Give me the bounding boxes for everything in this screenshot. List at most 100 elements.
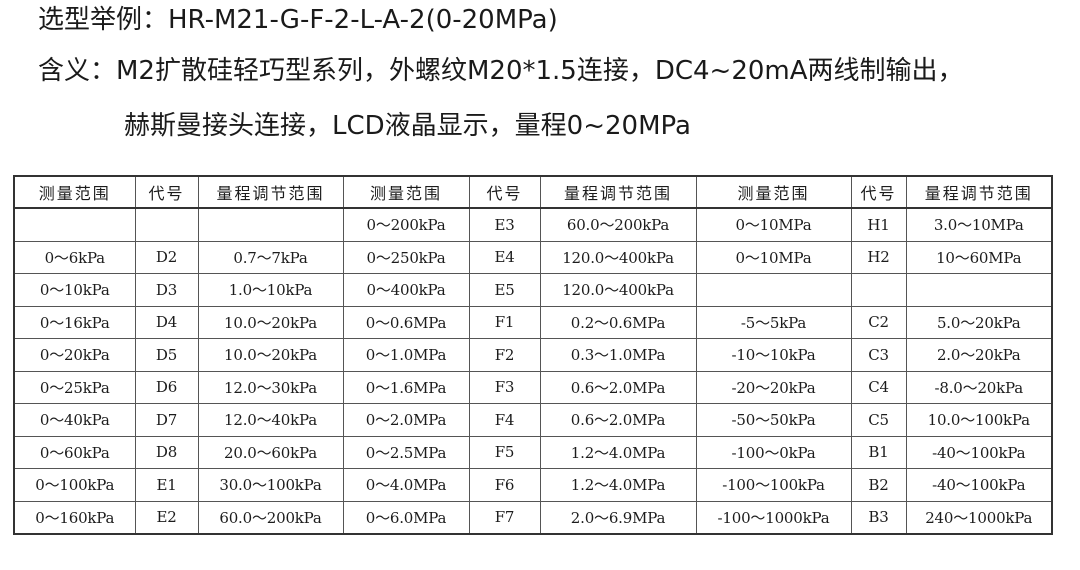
table-cell: D4 <box>134 305 199 339</box>
table-row: 0～100kPa E1 30.0～100kPa 0～4.0MPa F6 1.2～4.0MP… <box>13 468 1053 502</box>
table-cell: 0～10MPa <box>695 207 852 242</box>
table-cell: F4 <box>468 403 541 437</box>
table-cell: 0～2.0MPa <box>342 403 470 437</box>
table-cell: -100～1000kPa <box>695 500 852 535</box>
table-cell: -10～10kPa <box>695 338 852 372</box>
table-cell: C3 <box>850 338 907 372</box>
table-row: 0～60kPa D8 20.0～60kPa 0～2.5MPa F5 1.2～4.0MPa -… <box>13 435 1053 469</box>
header-cell: 量程调节范围 <box>905 175 1053 209</box>
table-cell <box>905 273 1053 307</box>
table-cell: 0～250kPa <box>342 240 470 274</box>
meaning-text-continued: 赫斯曼接头连接，LCD液晶显示，量程0~20MPa <box>124 111 691 141</box>
table-cell <box>197 207 344 242</box>
table-cell: 0～6kPa <box>13 240 136 274</box>
header-cell: 量程调节范围 <box>539 175 697 209</box>
table-cell: 0～0.6MPa <box>342 305 470 339</box>
header-cell: 代号 <box>134 175 199 209</box>
table-body: 0～200kPa E3 60.0～200kPa 0～10MPa H1 3.0～10MPa 0… <box>13 207 1053 535</box>
table-row: 0～16kPa D4 10.0～20kPa 0～0.6MPa F1 0.2～0.6MPa -… <box>13 305 1053 339</box>
table-cell: -20～20kPa <box>695 370 852 404</box>
table-cell: 0～200kPa <box>342 207 470 242</box>
table-cell: -40～100kPa <box>905 468 1053 502</box>
table-cell: 0～20kPa <box>13 338 136 372</box>
table-cell: F6 <box>468 468 541 502</box>
table-cell: 12.0～30kPa <box>197 370 344 404</box>
table-cell: 3.0～10MPa <box>905 207 1053 242</box>
header-cell: 代号 <box>468 175 541 209</box>
table-cell: 0～60kPa <box>13 435 136 469</box>
table-cell: C2 <box>850 305 907 339</box>
table-cell: 20.0～60kPa <box>197 435 344 469</box>
table-header-row: 测量范围 代号 量程调节范围 测量范围 代号 量程调节范围 测量范围 代号 量程… <box>13 175 1053 209</box>
table-cell: 0～160kPa <box>13 500 136 535</box>
table-cell: 240～1000kPa <box>905 500 1053 535</box>
table-row: 0～6kPa D2 0.7～7kPa 0～250kPa E4 120.0～400kPa 0～… <box>13 240 1053 274</box>
table-cell: F2 <box>468 338 541 372</box>
table-cell: -50～50kPa <box>695 403 852 437</box>
table-row: 0～200kPa E3 60.0～200kPa 0～10MPa H1 3.0～10MPa <box>13 207 1053 242</box>
table-cell: F3 <box>468 370 541 404</box>
header-cell: 测量范围 <box>13 175 136 209</box>
table-row: 0～10kPa D3 1.0～10kPa 0～400kPa E5 120.0～400kPa <box>13 273 1053 307</box>
table-cell: D7 <box>134 403 199 437</box>
table-cell: 12.0～40kPa <box>197 403 344 437</box>
table-row: 0～160kPa E2 60.0～200kPa 0～6.0MPa F7 2.0～6.9MP… <box>13 500 1053 535</box>
table-cell: 0～1.6MPa <box>342 370 470 404</box>
table-cell: 120.0～400kPa <box>539 273 697 307</box>
table-cell: E2 <box>134 500 199 535</box>
selection-example-text: 选型举例：HR-M21-G-F-2-L-A-2(0-20MPa) <box>38 5 558 35</box>
table-cell: 0.2～0.6MPa <box>539 305 697 339</box>
table-cell: 0～16kPa <box>13 305 136 339</box>
table-cell: 10～60MPa <box>905 240 1053 274</box>
table-cell: -100～100kPa <box>695 468 852 502</box>
table-cell: B2 <box>850 468 907 502</box>
table-row: 0～25kPa D6 12.0～30kPa 0～1.6MPa F3 0.6～2.0MPa -… <box>13 370 1053 404</box>
table-cell: 0.6～2.0MPa <box>539 370 697 404</box>
table-cell: 0～2.5MPa <box>342 435 470 469</box>
table-cell: D3 <box>134 273 199 307</box>
header-cell: 测量范围 <box>342 175 470 209</box>
table-cell: E1 <box>134 468 199 502</box>
table-cell: 10.0～20kPa <box>197 305 344 339</box>
pressure-range-table: 测量范围 代号 量程调节范围 测量范围 代号 量程调节范围 测量范围 代号 量程… <box>13 175 1053 535</box>
table-cell: B1 <box>850 435 907 469</box>
meaning-text: 含义：M2扩散硅轻巧型系列，外螺纹M20*1.5连接，DC4~20mA两线制输出… <box>38 56 964 86</box>
table-cell: -40～100kPa <box>905 435 1053 469</box>
table-cell: 0～400kPa <box>342 273 470 307</box>
table-cell: 120.0～400kPa <box>539 240 697 274</box>
table-cell: 2.0～20kPa <box>905 338 1053 372</box>
table-cell: 10.0～100kPa <box>905 403 1053 437</box>
header-cell: 代号 <box>850 175 907 209</box>
table-cell: 1.2～4.0MPa <box>539 468 697 502</box>
table-cell: 1.2～4.0MPa <box>539 435 697 469</box>
table-cell: 0～1.0MPa <box>342 338 470 372</box>
table-cell: C5 <box>850 403 907 437</box>
table-cell: 0～10MPa <box>695 240 852 274</box>
table-cell: 0～6.0MPa <box>342 500 470 535</box>
table-cell <box>695 273 852 307</box>
table-cell: B3 <box>850 500 907 535</box>
table-cell: 1.0～10kPa <box>197 273 344 307</box>
header-cell: 测量范围 <box>695 175 852 209</box>
table-cell: 10.0～20kPa <box>197 338 344 372</box>
table-cell: 0.6～2.0MPa <box>539 403 697 437</box>
table-cell: E5 <box>468 273 541 307</box>
table-cell: 0～100kPa <box>13 468 136 502</box>
table-cell <box>850 273 907 307</box>
table-cell: 0～4.0MPa <box>342 468 470 502</box>
table-cell: 2.0～6.9MPa <box>539 500 697 535</box>
table-cell: -5～5kPa <box>695 305 852 339</box>
table-cell: 0～25kPa <box>13 370 136 404</box>
table-cell: D6 <box>134 370 199 404</box>
table-cell <box>134 207 199 242</box>
table-cell: -100～0kPa <box>695 435 852 469</box>
table-cell: 60.0～200kPa <box>539 207 697 242</box>
table-cell: D8 <box>134 435 199 469</box>
table-cell: C4 <box>850 370 907 404</box>
table-cell: F1 <box>468 305 541 339</box>
table-cell: E4 <box>468 240 541 274</box>
table-cell: 0～10kPa <box>13 273 136 307</box>
table-cell: 30.0～100kPa <box>197 468 344 502</box>
table-cell: F5 <box>468 435 541 469</box>
table-cell: -8.0～20kPa <box>905 370 1053 404</box>
